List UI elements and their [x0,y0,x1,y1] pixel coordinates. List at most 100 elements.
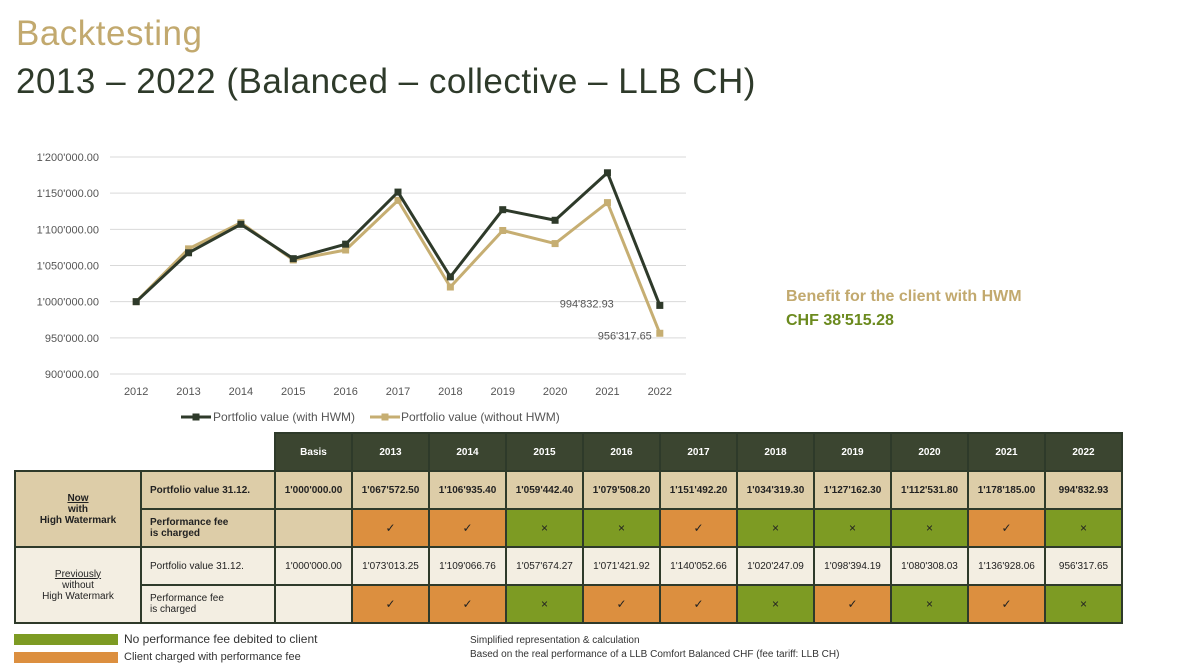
cell-value: 1'151'492.20 [659,470,738,510]
data-point [132,298,140,306]
x-tick-label: 2020 [543,386,567,398]
header-year: 2013 [351,432,430,472]
table-header-row: Basis 2013 2014 2015 2016 2017 2018 2019… [15,432,1123,472]
header-year: 2022 [1044,432,1123,472]
y-tick-label: 1'050'000.00 [37,261,99,273]
cell-value: 1'020'247.09 [736,546,815,586]
data-label: 994'832.93 [560,298,614,310]
y-tick-label: 900'000.00 [45,369,99,381]
y-tick-label: 1'000'000.00 [37,297,99,309]
legend-label-without-hwm: Portfolio value (without HWM) [401,410,560,424]
x-tick-label: 2019 [490,386,514,398]
x-tick-label: 2022 [648,386,672,398]
x-tick-label: 2021 [595,386,619,398]
benefit-value: CHF 38'515.28 [786,312,894,329]
check-icon: ✓ [659,508,738,548]
cross-icon: × [505,508,584,548]
data-point [394,196,402,204]
cell-value: 1'057'674.27 [505,546,584,586]
cell-value: 1'079'508.20 [582,470,661,510]
data-point [446,283,454,291]
cross-icon: × [813,508,892,548]
backtesting-table: Basis 2013 2014 2015 2016 2017 2018 2019… [14,432,1123,624]
data-point [499,206,507,214]
cell-fee-empty [274,508,353,548]
page-title: Backtesting [16,14,203,53]
cell-value: 1'073'013.25 [351,546,430,586]
header-year: 2021 [967,432,1046,472]
check-icon: ✓ [813,584,892,624]
check-icon: ✓ [967,584,1046,624]
row-label-portfolio-value: Portfolio value 31.12. [140,546,276,586]
x-tick-label: 2014 [229,386,253,398]
cross-icon: × [1044,584,1123,624]
legend-marker-with-hwm [192,413,200,421]
header-year: 2018 [736,432,815,472]
y-tick-label: 1'200'000.00 [37,152,99,164]
cell-value: 1'178'185.00 [967,470,1046,510]
header-year: 2017 [659,432,738,472]
cell-value: 1'112'531.80 [890,470,969,510]
page-subtitle: 2013 – 2022 (Balanced – collective – LLB… [16,62,756,101]
row-label-portfolio-value: Portfolio value 31.12. [140,470,276,510]
x-tick-label: 2018 [438,386,462,398]
cell-value: 1'109'066.76 [428,546,507,586]
cross-icon: × [505,584,584,624]
data-point [499,226,507,234]
legend-swatch-green [14,634,118,645]
data-point [185,245,193,253]
cell-value: 994'832.93 [1044,470,1123,510]
cell-value: 1'059'442.40 [505,470,584,510]
table-row-without-hwm-value: Previously without High Watermark Portfo… [14,546,1123,624]
cell-value: 1'067'572.50 [351,470,430,510]
data-point [342,246,350,254]
check-icon: ✓ [428,584,507,624]
data-point [185,249,193,257]
cell-fee-empty [274,584,353,624]
benefit-label: Benefit for the client with HWM [786,288,1022,305]
cross-icon: × [890,508,969,548]
data-point [342,240,350,248]
header-year: 2016 [582,432,661,472]
data-point [551,240,559,248]
cross-icon: × [736,508,815,548]
cell-value: 1'140'052.66 [659,546,738,586]
legend-text-orange: Client charged with performance fee [124,651,301,663]
data-point [446,273,454,281]
cell-value: 1'098'394.19 [813,546,892,586]
portfolio-line-chart: 900'000.00 950'000.00 1'000'000.00 1'050'00… [37,152,686,424]
table-row-with-hwm-fee: Performance fee is charged ✓ ✓ × × ✓ × × … [15,508,1123,548]
cell-value: 1'127'162.30 [813,470,892,510]
cell-value: 1'000'000.00 [274,470,353,510]
cell-value: 1'034'319.30 [736,470,815,510]
data-point [656,301,664,309]
data-point [603,169,611,177]
group-label-without-hwm: Previously without High Watermark [14,546,142,624]
note-line-1: Simplified representation & calculation [470,635,640,646]
x-tick-label: 2012 [124,386,148,398]
row-label-performance-fee: Performance fee is charged [140,584,276,624]
legend-text-green: No performance fee debited to client [124,632,318,646]
row-label-performance-fee: Performance fee is charged [140,508,276,548]
check-icon: ✓ [582,584,661,624]
check-icon: ✓ [351,584,430,624]
group-label-with-hwm: Now with High Watermark [14,470,142,548]
header-year: 2014 [428,432,507,472]
check-icon: ✓ [428,508,507,548]
y-tick-label: 950'000.00 [45,333,99,345]
data-point [656,329,664,337]
cross-icon: × [1044,508,1123,548]
cell-value: 1'106'935.40 [428,470,507,510]
data-label: 956'317.65 [598,330,652,342]
note-line-2: Based on the real performance of a LLB C… [470,649,840,660]
check-icon: ✓ [967,508,1046,548]
header-basis: Basis [274,432,353,472]
cross-icon: × [582,508,661,548]
header-year: 2020 [890,432,969,472]
table-row-without-hwm-fee: Performance fee is charged ✓ ✓ × ✓ ✓ × ✓ … [15,584,1123,624]
table-row-with-hwm-value: Now with High Watermark Portfolio value … [14,470,1123,548]
x-tick-label: 2015 [281,386,305,398]
y-tick-label: 1'150'000.00 [37,188,99,200]
legend-swatch-orange [14,652,118,663]
x-tick-label: 2013 [176,386,200,398]
